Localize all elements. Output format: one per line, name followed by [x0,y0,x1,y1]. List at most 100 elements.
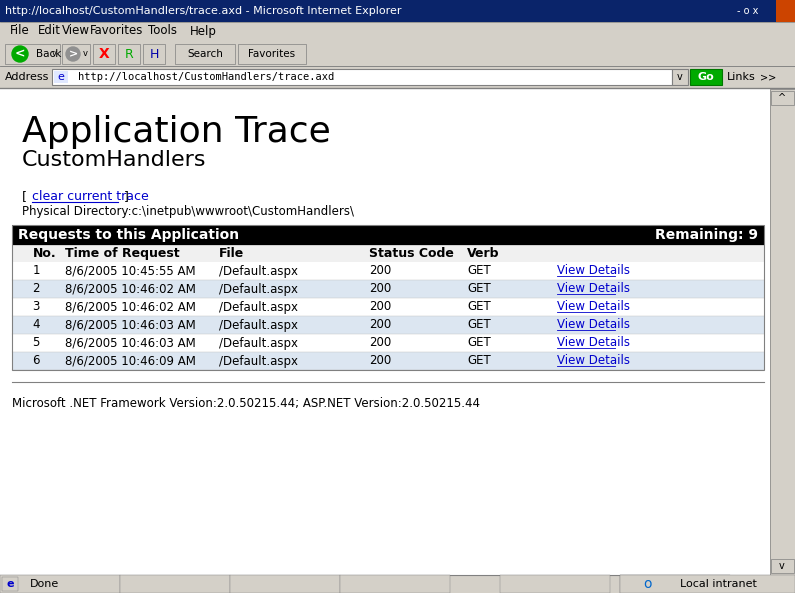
Bar [770,89,795,575]
Bar [0,22,795,40]
Text: v: v [677,72,683,82]
Text: 8/6/2005 10:45:55 AM: 8/6/2005 10:45:55 AM [65,264,196,278]
Text: 200: 200 [370,264,392,278]
Bar [12,316,764,334]
Text: http://localhost/CustomHandlers/trace.axd - Microsoft Internet Explorer: http://localhost/CustomHandlers/trace.ax… [5,6,401,16]
Text: /Default.aspx: /Default.aspx [219,336,298,349]
Text: clear current trace: clear current trace [32,190,149,203]
Bar [0,575,120,593]
Text: Favorites: Favorites [90,24,143,37]
Bar [620,575,795,593]
Text: View Details: View Details [557,301,630,314]
Text: Physical Directory:c:\inetpub\wwwroot\CustomHandlers\: Physical Directory:c:\inetpub\wwwroot\Cu… [22,205,354,218]
Text: v: v [83,49,88,59]
Text: GET: GET [467,282,491,295]
Bar [62,44,90,64]
Text: /Default.aspx: /Default.aspx [219,355,298,368]
Text: GET: GET [467,318,491,331]
Text: Go: Go [698,72,715,82]
Text: 8/6/2005 10:46:03 AM: 8/6/2005 10:46:03 AM [65,318,196,331]
Text: View Details: View Details [557,336,630,349]
Bar [143,44,165,64]
Text: [: [ [22,190,31,203]
Text: Tools: Tools [148,24,177,37]
Bar [0,66,795,88]
Text: Microsoft .NET Framework Version:2.0.50215.44; ASP.NET Version:2.0.50215.44: Microsoft .NET Framework Version:2.0.502… [12,397,480,410]
Bar [12,225,764,370]
Text: Favorites: Favorites [248,49,296,59]
Text: e: e [57,72,64,82]
Bar [238,44,306,64]
Text: GET: GET [467,355,491,368]
Text: Edit: Edit [38,24,61,37]
Bar [5,44,60,64]
Text: 8/6/2005 10:46:03 AM: 8/6/2005 10:46:03 AM [65,336,196,349]
Text: GET: GET [467,264,491,278]
Bar [52,69,672,85]
Text: 200: 200 [370,336,392,349]
Text: 4: 4 [33,318,40,331]
Text: ^: ^ [778,93,786,103]
Bar [230,575,340,593]
Bar [776,0,795,22]
Bar [770,89,795,575]
Bar [175,44,235,64]
Text: Back: Back [36,49,61,59]
Text: /Default.aspx: /Default.aspx [219,318,298,331]
Bar [12,225,764,245]
Bar [672,69,688,85]
Bar [54,71,68,83]
Text: 8/6/2005 10:46:09 AM: 8/6/2005 10:46:09 AM [65,355,196,368]
Text: 3: 3 [33,301,40,314]
Text: Status Code: Status Code [370,247,454,260]
Bar [620,575,730,593]
Bar [0,89,770,575]
Bar [771,91,794,105]
Text: /Default.aspx: /Default.aspx [219,264,298,278]
Text: 6: 6 [33,355,40,368]
Text: Done: Done [30,579,60,589]
Text: http://localhost/CustomHandlers/trace.axd: http://localhost/CustomHandlers/trace.ax… [78,72,334,82]
Bar [771,559,794,573]
Text: View Details: View Details [557,264,630,278]
Text: Help: Help [190,24,217,37]
Text: File: File [219,247,244,260]
Text: GET: GET [467,301,491,314]
Text: 200: 200 [370,318,392,331]
Text: View Details: View Details [557,282,630,295]
Text: /Default.aspx: /Default.aspx [219,301,298,314]
Text: v: v [52,49,57,59]
Bar [340,575,450,593]
Bar [12,262,764,280]
Text: o: o [644,577,652,591]
Text: v: v [779,561,785,571]
Text: e: e [6,579,14,589]
Text: X: X [99,47,110,61]
Text: 200: 200 [370,282,392,295]
Text: Application Trace: Application Trace [22,115,331,149]
Text: Remaining: 9: Remaining: 9 [655,228,758,242]
Text: View Details: View Details [557,355,630,368]
Bar [12,352,764,370]
Text: Local intranet: Local intranet [680,579,757,589]
Text: H: H [149,47,159,60]
Text: CustomHandlers: CustomHandlers [22,150,207,170]
Bar [12,298,764,316]
Text: Address: Address [5,72,49,82]
Circle shape [66,47,80,61]
Text: Links: Links [727,72,756,82]
Bar [0,575,795,593]
Text: View: View [62,24,90,37]
Text: ]: ] [120,190,129,203]
Text: <: < [15,47,25,60]
Bar [0,40,795,66]
Bar [12,334,764,352]
Bar [93,44,115,64]
Bar [0,0,795,22]
Text: - o x: - o x [737,6,758,16]
Text: 2: 2 [33,282,40,295]
Text: 200: 200 [370,301,392,314]
Text: Time of Request: Time of Request [65,247,180,260]
Text: /Default.aspx: /Default.aspx [219,282,298,295]
Bar [12,280,764,298]
